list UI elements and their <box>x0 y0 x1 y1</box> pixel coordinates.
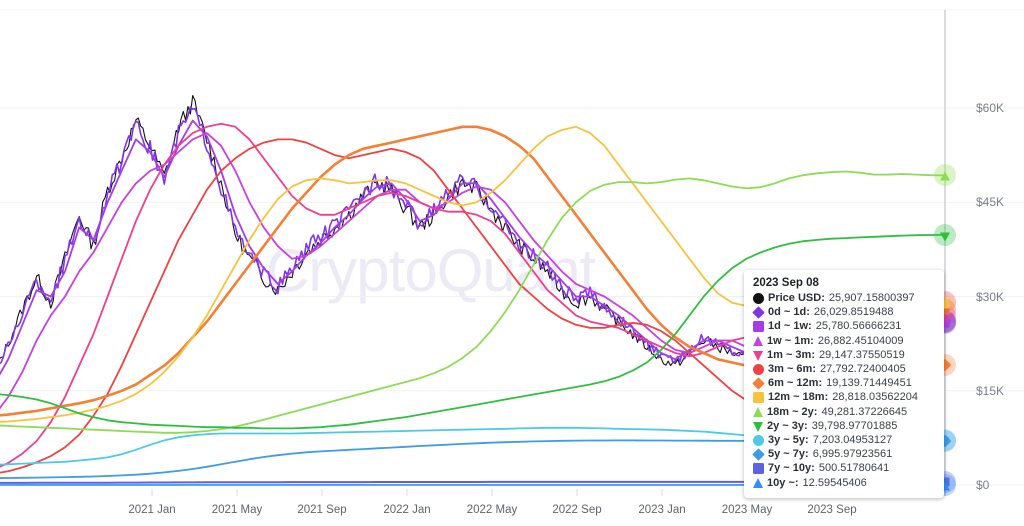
x-axis-tick-label: 2023 May <box>721 504 773 516</box>
tooltip-series-value: 25,907.15800397 <box>825 292 915 304</box>
tooltip-series-value: 500.51780641 <box>815 462 890 475</box>
x-axis-tick-label: 2022 Jan <box>383 504 431 516</box>
tooltip-series-value: 26,882.45104009 <box>814 334 904 347</box>
tooltip-series-value: 27,792.72400405 <box>817 363 906 376</box>
endpoint-core-square-icon <box>940 299 950 309</box>
tooltip-row: 12m ~ 18m: 28,818.03562204 <box>753 390 935 404</box>
tooltip-row: 7y ~ 10y: 500.51780641 <box>753 461 935 475</box>
tooltip-series-value: 28,818.03562204 <box>829 391 918 404</box>
tooltip-row: 1w ~ 1m: 26,882.45104009 <box>753 334 935 348</box>
tooltip-series-value: 12.59545406 <box>799 476 867 489</box>
tooltip-series-value: 19,139.71449451 <box>823 377 912 390</box>
x-axis-tick-label: 2022 May <box>466 504 518 516</box>
y-axis-tick-label: $30K <box>976 289 1005 304</box>
tooltip-row: 3y ~ 5y: 7,203.04953127 <box>753 433 935 447</box>
x-axis-tick-label: 2021 May <box>211 504 263 516</box>
series-line <box>0 233 946 430</box>
tooltip-series-name: 3m ~ 6m: <box>768 363 816 376</box>
tooltip-series-name: 10y ~: <box>767 476 799 489</box>
tooltip-series-name: 2y ~ 3y: <box>767 419 808 432</box>
legend-marker-diamond-icon <box>752 377 765 390</box>
tooltip-series-value: 7,203.04953127 <box>809 434 893 447</box>
tooltip-row: 6m ~ 12m: 19,139.71449451 <box>752 376 935 390</box>
tooltip-series-value: 29,147.37550519 <box>816 348 905 361</box>
y-axis-tick-label: $15K <box>976 383 1005 398</box>
x-tick-lines-group <box>151 489 833 496</box>
tooltip-series-name: 12m ~ 18m: <box>768 391 829 404</box>
legend-marker-circle-icon <box>753 292 764 304</box>
tooltip-series-name: 1d ~ 1w: <box>768 320 812 333</box>
tooltip-series-name: 6m ~ 12m: <box>768 377 823 390</box>
tooltip-series-value: 6,995.97923561 <box>809 448 893 461</box>
tooltip-series-name: 1m ~ 3m: <box>767 348 815 361</box>
tooltip-series-value: 39,798.97701885 <box>808 419 898 432</box>
endpoint-core-circle-icon <box>940 305 950 315</box>
x-axis-tick-label: 2021 Jan <box>128 504 176 516</box>
legend-marker-tri-up-icon <box>753 478 763 489</box>
tooltip-series-name: 3y ~ 5y: <box>768 434 809 447</box>
x-axis-tick-label: 2021 Sep <box>297 504 347 516</box>
legend-marker-diamond-icon <box>752 306 765 319</box>
legend-marker-square-icon <box>753 321 764 332</box>
tooltip-series-name: 1w ~ 1m: <box>767 334 814 347</box>
legend-marker-diamond-icon <box>752 448 765 461</box>
y-axis-tick-label: $60K <box>976 101 1005 115</box>
tooltip-series-name: 5y ~ 7y: <box>768 448 809 461</box>
tooltip-row: Price USD: 25,907.15800397 <box>753 291 935 305</box>
tooltip-row: 10y ~: 12.59545406 <box>753 476 935 490</box>
tooltip-series-value: 49,281.37226645 <box>818 405 908 418</box>
endpoint-core-tri-up-icon <box>940 481 950 491</box>
legend-marker-circle-icon <box>753 363 764 375</box>
tooltip-series-name: 7y ~ 10y: <box>768 462 815 475</box>
endpoint-core-tri-up-icon <box>940 171 950 181</box>
y-axis-tick-label: $45K <box>976 195 1005 210</box>
tooltip-series-name: 18m ~ 2y: <box>767 405 818 418</box>
tooltip-row: 1m ~ 3m: 29,147.37550519 <box>753 348 935 362</box>
hover-tooltip: 2023 Sep 08 Price USD: 25,907.15800397 0d… <box>744 270 944 498</box>
tooltip-series-value: 25,780.56666231 <box>812 320 902 333</box>
y-axis-tick-label: $0 <box>976 478 990 492</box>
tooltip-row: 18m ~ 2y: 49,281.37226645 <box>753 405 935 419</box>
endpoint-core-tri-up-icon <box>940 312 950 322</box>
x-axis-tick-label: 2023 Jan <box>638 504 686 516</box>
tooltip-row: 5y ~ 7y: 6,995.97923561 <box>752 447 935 461</box>
legend-marker-tri-down-icon <box>753 421 763 432</box>
x-axis-tick-label: 2023 Sep <box>807 504 857 516</box>
legend-marker-tri-up-icon <box>753 336 763 347</box>
tooltip-row: 1d ~ 1w: 25,780.56666231 <box>753 319 935 333</box>
tooltip-row: 0d ~ 1d: 26,029.8519488 <box>752 305 935 319</box>
tooltip-series-name: Price USD: <box>768 292 825 304</box>
tooltip-rows: Price USD: 25,907.15800397 0d ~ 1d: 26,02… <box>752 291 935 490</box>
endpoint-core-square-icon <box>940 318 950 328</box>
tooltip-series-name: 0d ~ 1d: <box>768 306 810 319</box>
legend-marker-tri-up-icon <box>753 407 763 418</box>
series-line <box>0 170 946 434</box>
tooltip-row: 2y ~ 3y: 39,798.97701885 <box>753 419 935 433</box>
tooltip-date: 2023 Sep 08 <box>753 277 819 289</box>
legend-marker-tri-down-icon <box>753 350 763 361</box>
x-axis-tick-label: 2022 Sep <box>552 504 602 516</box>
legend-marker-circle-icon <box>753 434 764 446</box>
tooltip-series-value: 26,029.8519488 <box>810 306 894 319</box>
tooltip-row: 3m ~ 6m: 27,792.72400405 <box>753 362 935 376</box>
endpoint-core-tri-down-icon <box>940 232 950 242</box>
legend-marker-square-icon <box>753 392 764 404</box>
legend-marker-square-icon <box>753 463 764 475</box>
